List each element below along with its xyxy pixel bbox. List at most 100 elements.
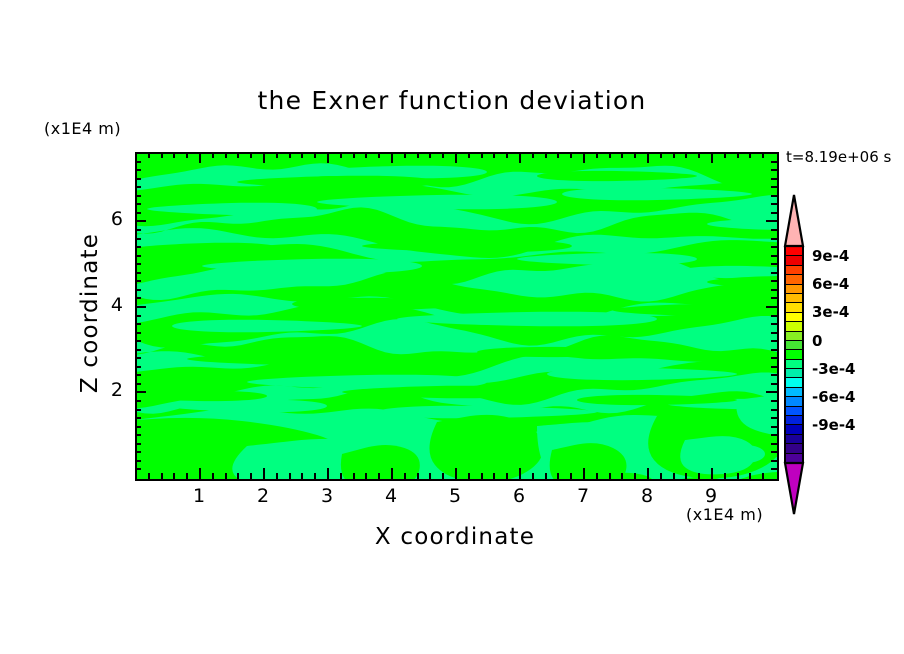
tick-mark bbox=[771, 383, 777, 385]
tick-mark bbox=[173, 152, 175, 158]
tick-mark bbox=[532, 152, 534, 158]
tick-mark bbox=[685, 473, 687, 479]
colorbar-tick-label: 9e-4 bbox=[812, 247, 850, 265]
tick-mark bbox=[391, 152, 393, 163]
tick-mark bbox=[212, 473, 214, 479]
tick-mark bbox=[161, 152, 163, 158]
tick-mark bbox=[417, 473, 419, 479]
x-tick-label: 3 bbox=[320, 485, 334, 507]
tick-mark bbox=[771, 263, 777, 265]
tick-mark bbox=[711, 152, 713, 163]
tick-mark bbox=[519, 152, 521, 163]
colorbar-tick-label: -3e-4 bbox=[812, 359, 856, 378]
tick-mark bbox=[737, 473, 739, 479]
tick-mark bbox=[378, 152, 380, 158]
tick-mark bbox=[766, 391, 777, 393]
tick-mark bbox=[634, 152, 636, 158]
tick-mark bbox=[429, 473, 431, 479]
tick-mark bbox=[237, 152, 239, 158]
tick-mark bbox=[519, 468, 521, 479]
colorbar-tick-label: 6e-4 bbox=[812, 275, 850, 294]
tick-mark bbox=[771, 255, 777, 257]
tick-mark bbox=[771, 246, 777, 248]
tick-mark bbox=[724, 152, 726, 158]
tick-mark bbox=[173, 473, 175, 479]
tick-mark bbox=[621, 152, 623, 158]
tick-mark bbox=[314, 473, 316, 479]
tick-mark bbox=[148, 473, 150, 479]
tick-mark bbox=[135, 315, 141, 317]
tick-mark bbox=[771, 374, 777, 376]
x-axis-title: X coordinate bbox=[374, 524, 536, 550]
tick-mark bbox=[340, 152, 342, 158]
tick-mark bbox=[647, 152, 649, 163]
tick-mark bbox=[583, 468, 585, 479]
x-axis-unit-label: (x1E4 m) bbox=[686, 505, 764, 524]
tick-mark bbox=[583, 152, 585, 163]
tick-mark bbox=[135, 349, 141, 351]
tick-mark bbox=[263, 152, 265, 163]
tick-mark bbox=[135, 161, 141, 163]
tick-mark bbox=[762, 152, 764, 158]
tick-mark bbox=[766, 220, 777, 222]
tick-mark bbox=[135, 178, 141, 180]
tick-mark bbox=[353, 473, 355, 479]
tick-mark bbox=[301, 152, 303, 158]
tick-mark bbox=[199, 152, 201, 163]
tick-mark bbox=[135, 340, 141, 342]
tick-mark bbox=[378, 473, 380, 479]
tick-mark bbox=[135, 169, 141, 171]
tick-mark bbox=[698, 473, 700, 479]
tick-mark bbox=[724, 473, 726, 479]
tick-mark bbox=[135, 186, 141, 188]
tick-mark bbox=[596, 152, 598, 158]
tick-mark bbox=[737, 152, 739, 158]
tick-mark bbox=[493, 152, 495, 158]
contour-field bbox=[137, 154, 777, 479]
y-tick-label: 2 bbox=[110, 379, 123, 402]
tick-mark bbox=[186, 152, 188, 158]
tick-mark bbox=[135, 229, 141, 231]
tick-mark bbox=[609, 152, 611, 158]
tick-mark bbox=[596, 473, 598, 479]
tick-mark bbox=[673, 473, 675, 479]
tick-mark bbox=[135, 289, 141, 291]
tick-mark bbox=[135, 220, 146, 222]
tick-mark bbox=[161, 473, 163, 479]
time-annotation: t=8.19e+06 s bbox=[786, 148, 892, 166]
tick-mark bbox=[468, 152, 470, 158]
tick-mark bbox=[237, 473, 239, 479]
tick-mark bbox=[771, 161, 777, 163]
tick-mark bbox=[442, 473, 444, 479]
tick-mark bbox=[417, 152, 419, 158]
tick-mark bbox=[771, 229, 777, 231]
tick-mark bbox=[404, 473, 406, 479]
tick-mark bbox=[506, 473, 508, 479]
tick-mark bbox=[340, 473, 342, 479]
tick-mark bbox=[771, 289, 777, 291]
tick-mark bbox=[771, 357, 777, 359]
tick-mark bbox=[225, 152, 227, 158]
tick-mark bbox=[327, 152, 329, 163]
tick-mark bbox=[135, 443, 141, 445]
y-tick-label: 6 bbox=[110, 208, 123, 231]
tick-mark bbox=[391, 468, 393, 479]
tick-mark bbox=[771, 468, 777, 470]
tick-mark bbox=[771, 349, 777, 351]
tick-mark bbox=[135, 366, 141, 368]
tick-mark bbox=[545, 473, 547, 479]
tick-mark bbox=[135, 272, 141, 274]
tick-mark bbox=[771, 280, 777, 282]
y-axis-unit-label: (x1E4 m) bbox=[44, 119, 122, 138]
x-tick-label: 1 bbox=[192, 485, 206, 507]
tick-mark bbox=[771, 332, 777, 334]
tick-mark bbox=[135, 417, 141, 419]
x-tick-label: 7 bbox=[576, 485, 590, 507]
tick-mark bbox=[135, 391, 146, 393]
tick-mark bbox=[135, 451, 141, 453]
tick-mark bbox=[660, 152, 662, 158]
x-tick-label: 6 bbox=[512, 485, 526, 507]
tick-mark bbox=[148, 152, 150, 158]
tick-mark bbox=[301, 473, 303, 479]
tick-mark bbox=[771, 434, 777, 436]
